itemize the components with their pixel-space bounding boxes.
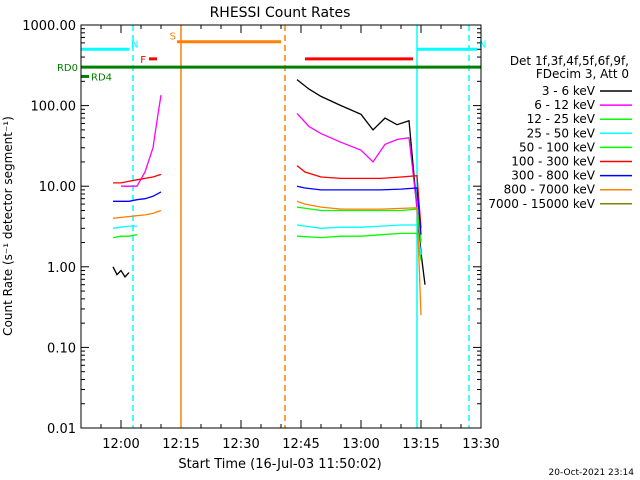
series-line bbox=[112, 225, 137, 229]
series-line bbox=[296, 206, 422, 243]
state-label: RD4 bbox=[91, 72, 112, 83]
series-line bbox=[112, 234, 138, 239]
legend-entry-label: 12 - 25 keV bbox=[527, 112, 596, 126]
series-line bbox=[121, 94, 162, 187]
state-label: N bbox=[479, 39, 486, 50]
series-line bbox=[296, 79, 426, 285]
x-axis-label: Start Time (16-Jul-03 11:50:02) bbox=[178, 457, 381, 472]
series-line bbox=[296, 224, 422, 256]
state-label: N bbox=[131, 39, 138, 50]
series-line bbox=[296, 200, 422, 316]
legend-entry-label: 25 - 50 keV bbox=[527, 126, 596, 140]
series-line bbox=[296, 185, 422, 235]
series-line bbox=[112, 209, 162, 219]
chart-title: RHESSI Count Rates bbox=[210, 5, 351, 21]
series-layer bbox=[112, 79, 426, 316]
y-tick-label: 0.10 bbox=[47, 341, 76, 356]
series-line bbox=[296, 232, 422, 261]
legend-entry-label: 100 - 300 keV bbox=[511, 155, 595, 169]
series-line bbox=[113, 173, 162, 184]
y-tick-label: 1.00 bbox=[47, 261, 76, 276]
state-label: S bbox=[170, 32, 176, 43]
legend-entry-label: 6 - 12 keV bbox=[534, 98, 596, 112]
y-tick-label: 10.00 bbox=[39, 180, 76, 195]
x-tick-label: 12:15 bbox=[162, 437, 199, 452]
legend-header-line-2: FDecim 3, Att 0 bbox=[536, 67, 629, 81]
state-label: RD0 bbox=[57, 63, 78, 74]
timestamp: 20-Oct-2021 23:14 bbox=[549, 468, 635, 478]
legend-entry-label: 300 - 800 keV bbox=[511, 169, 595, 183]
legend-entry-label: 800 - 7000 keV bbox=[504, 183, 596, 197]
legend-entry-label: 50 - 100 keV bbox=[519, 140, 596, 154]
y-tick-label: 100.00 bbox=[31, 100, 77, 115]
series-line bbox=[112, 266, 130, 278]
plot-frame bbox=[80, 24, 482, 429]
x-tick-label: 12:45 bbox=[282, 437, 319, 452]
y-tick-label: 1000.00 bbox=[22, 19, 76, 34]
series-line bbox=[296, 112, 422, 243]
legend-entry-label: 3 - 6 keV bbox=[542, 84, 596, 98]
y-axis-label: Count Rate (s⁻¹ detector segment⁻¹) bbox=[1, 116, 15, 336]
legend-header-line-1: Det 1f,3f,4f,5f,6f,9f, bbox=[510, 54, 629, 68]
x-tick-label: 12:00 bbox=[102, 437, 139, 452]
tick-layer: 0.01 0.10 1.00 10.00 100.00 1000.00 12:00 12:15… bbox=[22, 19, 500, 452]
x-tick-label: 13:00 bbox=[342, 437, 379, 452]
x-tick-label: 13:30 bbox=[462, 437, 499, 452]
y-tick-label: 0.01 bbox=[47, 422, 76, 437]
legend-entry-label: 7000 - 15000 keV bbox=[488, 197, 595, 211]
series-line bbox=[296, 165, 422, 229]
x-tick-label: 13:15 bbox=[402, 437, 439, 452]
x-tick-label: 12:30 bbox=[222, 437, 259, 452]
series-line bbox=[113, 191, 162, 202]
state-label: F bbox=[140, 55, 146, 66]
